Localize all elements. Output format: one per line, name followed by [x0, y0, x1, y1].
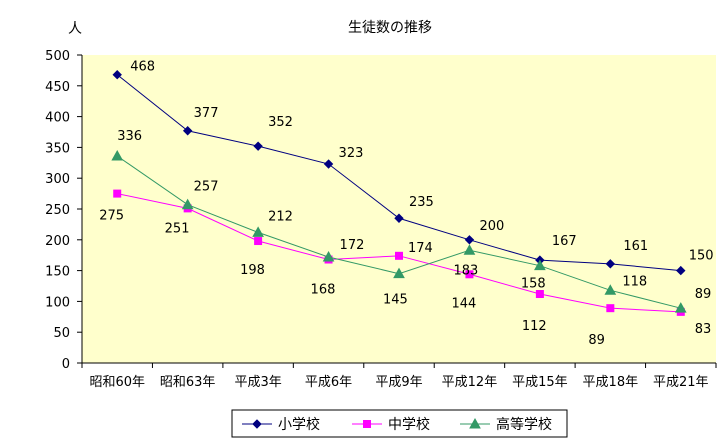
series-1-point — [605, 259, 616, 269]
legend-marker — [363, 420, 371, 428]
x-tick-label: 平成18年 — [583, 375, 639, 390]
data-label: 144 — [451, 296, 476, 311]
x-tick-label: 平成9年 — [375, 375, 422, 390]
series-3-point — [463, 244, 476, 255]
series-2-point — [395, 251, 403, 260]
x-tick-label: 昭和60年 — [89, 375, 145, 390]
y-tick-label: 0 — [62, 357, 70, 372]
series-3-point — [674, 302, 687, 313]
chart-title: 生徒数の推移 — [348, 20, 432, 36]
data-label: 336 — [117, 129, 142, 144]
data-label: 275 — [99, 209, 124, 224]
legend-marker — [469, 417, 481, 429]
x-tick-label: 平成21年 — [653, 375, 709, 390]
data-label: 83 — [695, 322, 712, 337]
y-axis-unit-label: 人 — [68, 21, 82, 37]
data-label: 200 — [479, 219, 504, 234]
data-label: 112 — [522, 319, 547, 334]
data-label: 158 — [521, 277, 546, 292]
series-3-point — [393, 267, 405, 279]
data-label: 145 — [383, 293, 408, 308]
data-label: 323 — [339, 146, 364, 161]
series-group — [111, 70, 687, 316]
y-tick-label: 200 — [45, 234, 70, 249]
series-2-point — [465, 270, 474, 279]
legend-marker — [252, 419, 262, 429]
legend-label: 中学校 — [388, 416, 430, 433]
series-2-point — [606, 304, 615, 313]
series-1-point — [112, 70, 122, 80]
series-2-point — [113, 189, 122, 198]
data-label: 198 — [240, 263, 265, 278]
y-tick-label: 300 — [45, 172, 70, 187]
series-3-point — [604, 284, 617, 295]
series-3-point — [252, 226, 264, 237]
x-tick-label: 昭和63年 — [160, 375, 216, 390]
data-label: 161 — [623, 239, 648, 254]
series-2-point — [254, 237, 263, 246]
series-3-point — [322, 251, 335, 262]
data-label: 183 — [453, 263, 478, 278]
data-label: 235 — [409, 195, 434, 210]
series-1-point — [464, 235, 475, 245]
series-2-point — [535, 290, 544, 299]
data-label: 172 — [340, 238, 365, 253]
series-3-point — [534, 259, 546, 271]
y-tick-label: 400 — [45, 111, 70, 126]
series-1-point — [253, 141, 263, 151]
series-3-point — [181, 198, 194, 210]
y-tick-label: 250 — [45, 203, 70, 218]
y-tick-label: 350 — [45, 141, 70, 156]
data-label: 377 — [194, 106, 219, 121]
series-1-point — [394, 213, 404, 223]
x-tick-label: 平成6年 — [305, 375, 352, 390]
data-label: 118 — [622, 274, 647, 289]
data-label: 174 — [408, 241, 433, 256]
legend-box — [231, 409, 568, 438]
y-tick-label: 500 — [45, 49, 70, 64]
legend-label: 高等学校 — [496, 416, 552, 433]
data-label: 167 — [552, 234, 577, 249]
data-label: 251 — [165, 221, 190, 236]
y-tick-label: 150 — [45, 265, 70, 280]
series-1-point — [182, 126, 193, 136]
x-axis-ticks: 昭和60年 昭和63年 平成3年 平成6年 平成9年 平成12年 平成15年 平成18年 平成2… — [81, 363, 717, 390]
data-label: 168 — [311, 283, 336, 298]
data-label: 150 — [689, 249, 714, 264]
legend-label: 小学校 — [278, 416, 320, 433]
plot-area — [82, 55, 716, 363]
data-label: 89 — [695, 287, 712, 302]
data-label: 212 — [268, 209, 293, 224]
y-tick-label: 50 — [53, 326, 70, 341]
legend: 小学校 中学校 高等学校 — [231, 409, 568, 438]
data-label: 468 — [130, 60, 155, 75]
series-1-point — [323, 159, 334, 169]
data-label: 257 — [194, 180, 219, 195]
y-axis-ticks: 0 50 100 150 200 250 300 350 400 450 500 — [45, 49, 82, 372]
x-tick-label: 平成3年 — [234, 375, 281, 390]
y-tick-label: 100 — [45, 295, 70, 310]
data-label: 89 — [588, 333, 605, 348]
data-label: 352 — [268, 115, 293, 130]
data-labels: 468 377 352 323 235 200 167 161 150 275 251 198 168 1… — [99, 60, 713, 348]
series-3-point — [111, 149, 124, 161]
y-tick-label: 450 — [45, 80, 70, 95]
series-1-point — [676, 265, 686, 276]
x-tick-label: 平成12年 — [442, 375, 498, 390]
x-tick-label: 平成15年 — [512, 375, 568, 390]
